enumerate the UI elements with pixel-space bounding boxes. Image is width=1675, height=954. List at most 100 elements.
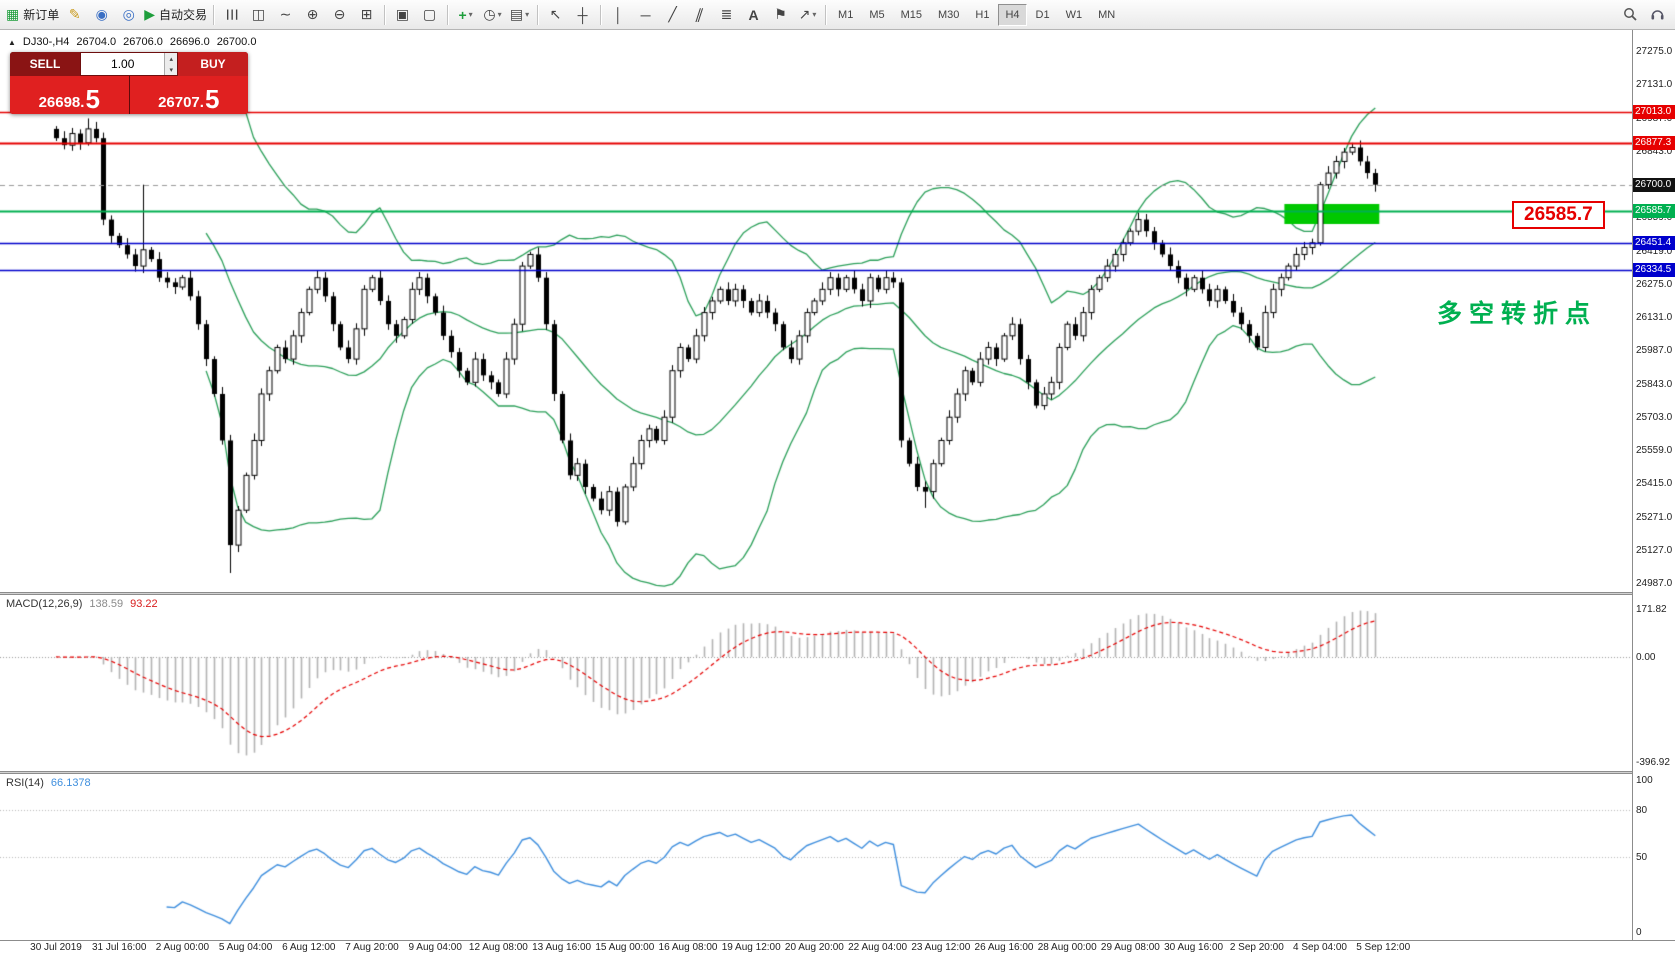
sell-button[interactable]: SELL bbox=[10, 52, 80, 76]
time-axis-label: 23 Aug 12:00 bbox=[911, 942, 971, 953]
text-icon: A bbox=[748, 6, 759, 23]
macd-indicator-canvas[interactable] bbox=[0, 595, 1632, 771]
new-order-button[interactable]: ▦ 新订单 bbox=[5, 2, 60, 28]
timeframe-mn-button[interactable]: MN bbox=[1098, 8, 1116, 21]
symbol-info-line: ▲ DJ30-,H4 26704.0 26706.0 26696.0 26700… bbox=[8, 36, 256, 48]
chevron-down-icon: ▾ bbox=[468, 10, 473, 19]
timeframe-h1-button[interactable]: H1 bbox=[975, 8, 990, 21]
support-button[interactable] bbox=[1645, 2, 1670, 28]
time-axis-label: 29 Aug 08:00 bbox=[1100, 942, 1160, 953]
price-chart-canvas[interactable] bbox=[0, 30, 1632, 592]
buy-button[interactable]: BUY bbox=[178, 52, 248, 76]
price-level-label: 27013.0 bbox=[1633, 104, 1675, 119]
channel-tool-button[interactable]: ∥ bbox=[687, 2, 712, 28]
time-axis-label: 19 Aug 12:00 bbox=[721, 942, 781, 953]
chart-annotation-text[interactable]: 多空转折点 bbox=[1437, 300, 1598, 328]
timeframe-m30-button[interactable]: M30 bbox=[938, 8, 960, 21]
tile-windows-button[interactable]: ⊞ bbox=[354, 2, 379, 28]
volume-increase-button[interactable]: ▴ bbox=[169, 55, 173, 63]
price-axis-tick: 25127.0 bbox=[1636, 544, 1673, 556]
panel-splitter[interactable] bbox=[0, 592, 1675, 595]
time-axis[interactable]: 30 Jul 2019 31 Jul 16:00 2 Aug 00:00 5 Aug … bbox=[0, 940, 1675, 954]
cascade-windows-button[interactable]: ▣ bbox=[390, 2, 415, 28]
price-axis-tick: 25703.0 bbox=[1636, 411, 1673, 423]
line-chart-button[interactable]: ∼ bbox=[273, 2, 298, 28]
price-axis-tick: 25271.0 bbox=[1636, 511, 1673, 523]
cursor-icon: ↖ bbox=[549, 6, 562, 22]
periods-button[interactable]: ◷ ▾ bbox=[480, 2, 505, 28]
time-axis-label: 4 Sep 04:00 bbox=[1293, 942, 1347, 953]
headset-icon bbox=[1651, 10, 1664, 20]
profile-icon: ◉ bbox=[95, 6, 108, 22]
sell-price[interactable]: 26698. 5 bbox=[10, 76, 129, 114]
sell-price-frac: 5 bbox=[85, 84, 100, 114]
time-axis-label: 9 Aug 04:00 bbox=[408, 942, 462, 953]
text-tool-button[interactable]: A bbox=[741, 2, 766, 28]
metaeditor-icon: ✎ bbox=[68, 6, 81, 22]
template-icon: ▤ bbox=[509, 6, 524, 22]
zoom-out-button[interactable]: ⊖ bbox=[327, 2, 352, 28]
rsi-axis-label: 100 bbox=[1636, 775, 1653, 786]
crosshair-tool-button[interactable]: ┼ bbox=[570, 2, 595, 28]
time-axis-label: 12 Aug 08:00 bbox=[468, 942, 528, 953]
volume-input[interactable] bbox=[81, 53, 165, 75]
rsi-indicator-canvas[interactable] bbox=[0, 774, 1632, 940]
cursor-tool-button[interactable]: ↖ bbox=[543, 2, 568, 28]
autotrading-button[interactable]: ▶ 自动交易 bbox=[143, 2, 208, 28]
macd-axis-label: 0.00 bbox=[1636, 651, 1656, 663]
text-label-tool-button[interactable]: ⚑ bbox=[768, 2, 793, 28]
bar-chart-icon: ☰ bbox=[224, 8, 241, 21]
arrows-tool-button[interactable]: ↗ ▾ bbox=[795, 2, 820, 28]
metaeditor-button[interactable]: ✎ bbox=[62, 2, 87, 28]
signals-button[interactable]: ◎ bbox=[116, 2, 141, 28]
candlestick-chart-button[interactable]: ◫ bbox=[246, 2, 271, 28]
timeframe-w1-button[interactable]: W1 bbox=[1065, 8, 1083, 21]
panel-splitter[interactable] bbox=[0, 771, 1675, 774]
price-axis-tick: 26843.0 bbox=[1636, 145, 1673, 157]
toolbar-separator bbox=[537, 4, 539, 25]
timeframe-m5-button[interactable]: M5 bbox=[869, 8, 885, 21]
price-level-label: 26585.7 bbox=[1633, 204, 1675, 219]
zoom-in-button[interactable]: ⊕ bbox=[300, 2, 325, 28]
indicators-icon: + bbox=[458, 6, 467, 23]
search-button[interactable] bbox=[1618, 2, 1643, 28]
buy-price[interactable]: 26707. 5 bbox=[129, 76, 248, 114]
fibonacci-icon: ≣ bbox=[720, 6, 733, 22]
templates-button[interactable]: ▤ ▾ bbox=[507, 2, 532, 28]
toolbar-separator bbox=[447, 4, 449, 25]
vertical-line-icon: │ bbox=[614, 6, 623, 23]
price-axis-tick: 25987.0 bbox=[1636, 345, 1673, 357]
fibonacci-tool-button[interactable]: ≣ bbox=[714, 2, 739, 28]
timeframe-m15-button[interactable]: M15 bbox=[900, 8, 923, 21]
one-click-trading-panel: SELL ▴ ▾ BUY 26698.5 26707.5 bbox=[10, 52, 248, 114]
zoom-in-icon: ⊕ bbox=[306, 6, 319, 22]
price-callout-label[interactable]: 26585.7 bbox=[1512, 201, 1605, 229]
volume-decrease-button[interactable]: ▾ bbox=[169, 66, 173, 74]
price-axis-tick: 26275.0 bbox=[1636, 278, 1673, 290]
vertical-line-tool-button[interactable]: │ bbox=[606, 2, 631, 28]
buy-price-main: 26707. bbox=[158, 94, 204, 111]
rsi-axis-label: 50 bbox=[1636, 852, 1648, 863]
time-axis-label: 16 Aug 08:00 bbox=[658, 942, 718, 953]
profile-button[interactable]: ◉ bbox=[89, 2, 114, 28]
time-axis-label: 30 Aug 16:00 bbox=[1164, 942, 1224, 953]
price-axis-tick: 25415.0 bbox=[1636, 478, 1673, 490]
timeframe-d1-button[interactable]: D1 bbox=[1035, 8, 1050, 21]
bar-chart-button[interactable]: ☰ bbox=[219, 2, 244, 28]
price-axis-tick: 26131.0 bbox=[1636, 312, 1673, 323]
timeframe-m1-button[interactable]: M1 bbox=[838, 8, 854, 21]
price-level-label: 26877.3 bbox=[1633, 136, 1675, 151]
rsi-axis-label: 0 bbox=[1636, 927, 1642, 938]
ohlc-open: 26704.0 bbox=[76, 36, 117, 48]
trendline-tool-button[interactable]: ╱ bbox=[660, 2, 685, 28]
timeframe-h4-button[interactable]: H4 bbox=[998, 3, 1027, 26]
price-level-label: 26334.5 bbox=[1633, 262, 1675, 277]
time-axis-label: 5 Sep 12:00 bbox=[1356, 942, 1411, 953]
arrow-icon: ↗ bbox=[798, 6, 811, 22]
indicators-button[interactable]: + ▾ bbox=[453, 2, 478, 28]
symbol-marker-icon: ▲ bbox=[8, 37, 16, 47]
new-window-button[interactable]: ▢ bbox=[417, 2, 442, 28]
time-axis-label: 20 Aug 20:00 bbox=[784, 942, 844, 953]
horizontal-line-tool-button[interactable]: ─ bbox=[633, 2, 658, 28]
price-axis[interactable]: 171.82 0.00 -396.92 100 80 50 0 27275.0 2… bbox=[1632, 30, 1675, 940]
